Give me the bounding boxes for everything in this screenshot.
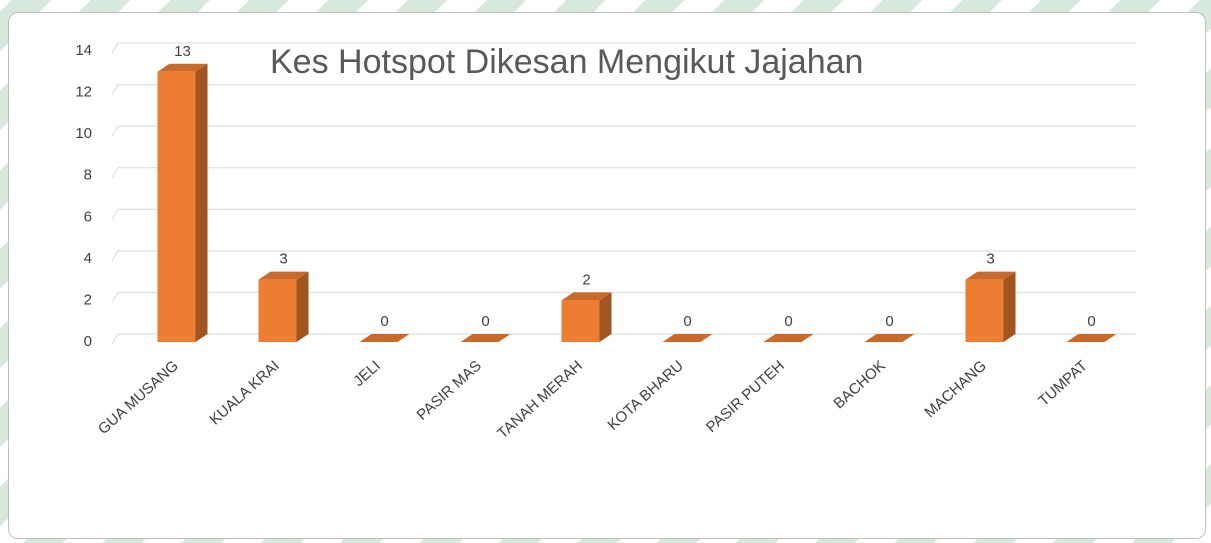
bar-side xyxy=(599,292,612,342)
data-label: 0 xyxy=(784,313,792,330)
tick-mark xyxy=(111,42,119,54)
x-tick-label: KOTA BHARU xyxy=(604,357,686,434)
y-tick-label: 4 xyxy=(84,250,92,267)
bar-top xyxy=(965,271,1016,280)
x-tick-label: KUALA KRAI xyxy=(206,357,282,428)
data-label: 0 xyxy=(380,313,388,330)
tick-mark xyxy=(111,292,119,303)
bar-side xyxy=(1003,271,1016,342)
data-label: 0 xyxy=(481,313,489,330)
tick-mark xyxy=(111,250,119,262)
data-label: 0 xyxy=(683,313,691,330)
data-label: 3 xyxy=(986,251,994,268)
bar xyxy=(561,300,600,342)
data-label: 2 xyxy=(582,271,590,288)
x-tick-label: PASIR MAS xyxy=(414,357,485,424)
data-label: 0 xyxy=(885,313,893,330)
bar xyxy=(157,71,196,343)
y-tick-label: 0 xyxy=(84,333,92,350)
y-tick-label: 12 xyxy=(75,84,92,101)
bar-top xyxy=(359,334,410,342)
data-label: 0 xyxy=(1087,313,1095,330)
bar-side xyxy=(296,271,309,342)
x-tick-label: GUA MUSANG xyxy=(95,357,182,438)
bar-top xyxy=(258,271,309,280)
x-tick-label: BACHOK xyxy=(830,357,888,412)
bar-top xyxy=(157,63,208,72)
tick-mark xyxy=(111,125,119,137)
tick-mark xyxy=(111,84,119,95)
bar xyxy=(965,279,1004,342)
bar xyxy=(258,279,297,342)
bar-top xyxy=(864,334,915,342)
bar-top xyxy=(662,334,713,342)
bar-side xyxy=(195,63,208,343)
y-tick-label: 6 xyxy=(84,208,92,225)
x-tick-label: PASIR PUTEH xyxy=(703,357,788,436)
data-label: 13 xyxy=(174,43,191,60)
bar-top xyxy=(1066,334,1117,342)
bar-top xyxy=(561,292,612,301)
tick-mark xyxy=(111,333,119,345)
x-tick-label: TANAH MERAH xyxy=(494,357,586,442)
chart-title: Kes Hotspot Dikesan Mengikut Jajahan xyxy=(270,43,863,81)
y-tick-label: 14 xyxy=(75,42,92,59)
x-tick-label: JELI xyxy=(350,357,384,390)
tick-mark xyxy=(111,167,119,178)
y-tick-label: 10 xyxy=(75,125,92,142)
bar-top xyxy=(763,334,814,342)
x-tick-label: MACHANG xyxy=(921,357,989,421)
y-tick-label: 2 xyxy=(84,291,92,308)
x-tick-label: TUMPAT xyxy=(1035,357,1091,409)
bar-top xyxy=(460,334,511,342)
y-tick-label: 8 xyxy=(84,167,92,184)
data-label: 3 xyxy=(279,251,287,268)
tick-mark xyxy=(111,209,119,220)
